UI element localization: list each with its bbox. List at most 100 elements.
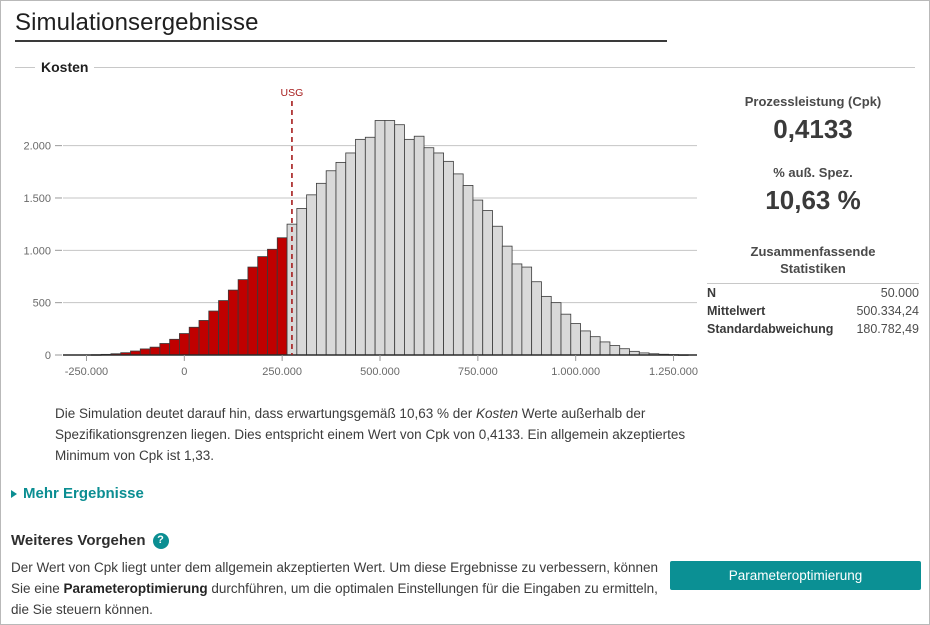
stat-value: 180.782,49 bbox=[856, 322, 919, 336]
histogram-bar bbox=[237, 279, 249, 356]
histogram-bar bbox=[423, 147, 435, 356]
histogram-bar bbox=[589, 336, 601, 356]
stat-value: 50.000 bbox=[880, 286, 919, 300]
histogram-bar bbox=[208, 310, 219, 356]
parameter-optimization-button[interactable]: Parameteroptimierung bbox=[670, 561, 921, 590]
histogram-bar bbox=[452, 173, 464, 356]
cpk-caption: Prozessleistung (Cpk) bbox=[744, 94, 882, 109]
out-of-spec-caption: % auß. Spez. bbox=[773, 165, 853, 180]
histogram-bar bbox=[599, 341, 611, 356]
chevron-right-icon bbox=[11, 489, 17, 498]
histogram-bar bbox=[149, 346, 161, 356]
next-steps-part2: durchführen, um die optimalen Einstellun… bbox=[11, 581, 658, 617]
histogram-bar bbox=[218, 300, 229, 356]
y-tick-label: 0 bbox=[45, 350, 51, 362]
more-results-label: Mehr Ergebnisse bbox=[23, 485, 144, 502]
summary-caption-line1: Zusammenfassende bbox=[750, 244, 876, 259]
y-tick-label: 1.500 bbox=[23, 193, 51, 205]
histogram-bar bbox=[384, 120, 396, 356]
x-tick-label: 1.250.000 bbox=[649, 366, 698, 378]
histogram-bar bbox=[511, 263, 523, 356]
histogram-bar bbox=[501, 245, 513, 356]
histogram-bar bbox=[335, 161, 347, 356]
stat-key: Standardabweichung bbox=[707, 322, 834, 336]
histogram-bar bbox=[619, 348, 630, 356]
histogram-bar bbox=[394, 124, 405, 356]
x-tick-label: 500.000 bbox=[360, 366, 400, 378]
histogram-bar bbox=[188, 326, 200, 356]
out-of-spec-value: 10,63 % bbox=[765, 185, 861, 215]
interpretation-emphasis: Kosten bbox=[476, 406, 519, 421]
statistics-panel: Prozessleistung (Cpk) 0,4133 % auß. Spez… bbox=[707, 93, 919, 338]
group-rule-left bbox=[15, 66, 35, 68]
histogram-bar bbox=[541, 295, 552, 356]
histogram-bar bbox=[325, 170, 337, 356]
histogram-bar bbox=[355, 138, 366, 356]
histogram-bar bbox=[296, 208, 308, 356]
histogram-bar bbox=[257, 256, 268, 356]
histogram-bar bbox=[521, 266, 533, 356]
histogram-bar bbox=[413, 135, 425, 356]
x-tick-label: 750.000 bbox=[458, 366, 498, 378]
next-steps-bold: Parameteroptimierung bbox=[63, 581, 208, 596]
help-icon[interactable]: ? bbox=[152, 532, 169, 549]
histogram-bar bbox=[345, 152, 356, 356]
histogram-chart[interactable]: 0 500 1.000 1.500 2.000 -250.000 0 250.000 500.0… bbox=[15, 85, 701, 397]
interpretation-part1: Die Simulation deutet darauf hin, dass e… bbox=[55, 406, 476, 421]
histogram-bar bbox=[267, 248, 278, 356]
histogram-bar bbox=[580, 330, 591, 356]
stat-value: 500.334,24 bbox=[856, 304, 919, 318]
cpk-value: 0,4133 bbox=[773, 114, 853, 144]
interpretation-part2: Werte außerhalb der Spezifikationsgrenze… bbox=[55, 406, 686, 463]
histogram-bar bbox=[560, 313, 572, 356]
page-title: Simulationsergebnisse bbox=[15, 9, 259, 36]
histogram-bar bbox=[276, 237, 288, 356]
y-tick-label: 1.000 bbox=[23, 245, 51, 257]
histogram-bar bbox=[179, 333, 190, 356]
interpretation-text: Die Simulation deutet darauf hin, dass e… bbox=[55, 403, 695, 466]
histogram-svg: 0 500 1.000 1.500 2.000 -250.000 0 250.000 500.0… bbox=[23, 87, 698, 378]
histogram-bar bbox=[609, 345, 621, 356]
y-tick-label: 2.000 bbox=[23, 141, 51, 153]
histogram-bar bbox=[570, 323, 581, 356]
x-tick-label: 250.000 bbox=[262, 366, 302, 378]
histogram-bar bbox=[159, 343, 171, 356]
table-row: Mittelwert 500.334,24 bbox=[707, 302, 919, 320]
group-header: Kosten bbox=[15, 58, 915, 76]
y-tick-label: 500 bbox=[33, 298, 51, 310]
histogram-bar bbox=[531, 281, 542, 356]
histogram-bar bbox=[550, 302, 562, 356]
histogram-bar bbox=[198, 320, 210, 356]
histogram-bar bbox=[316, 182, 327, 356]
group-rule-right bbox=[94, 66, 915, 68]
table-row: N 50.000 bbox=[707, 284, 919, 303]
histogram-bar bbox=[374, 120, 386, 356]
next-steps-part1: Der Wert von Cpk liegt unter dem allgeme… bbox=[11, 560, 659, 596]
x-tick-label: 0 bbox=[181, 366, 187, 378]
x-tick-label: 1.000.000 bbox=[551, 366, 600, 378]
histogram-bar bbox=[492, 225, 503, 356]
table-row: Standardabweichung 180.782,49 bbox=[707, 320, 919, 338]
histogram-bar bbox=[364, 136, 376, 356]
summary-caption-line2: Statistiken bbox=[780, 261, 846, 276]
histogram-bar bbox=[433, 152, 444, 356]
histogram-bar bbox=[404, 138, 415, 356]
histogram-bar bbox=[169, 338, 180, 356]
stat-key: Mittelwert bbox=[707, 304, 766, 318]
histogram-bar bbox=[443, 160, 454, 356]
histogram-bar bbox=[462, 185, 474, 356]
histogram-bar bbox=[247, 266, 259, 356]
x-tick-label: -250.000 bbox=[65, 366, 108, 378]
histogram-bar bbox=[482, 210, 493, 356]
next-steps-header: Weiteres Vorgehen ? bbox=[11, 532, 169, 549]
next-steps-body: Der Wert von Cpk liegt unter dem allgeme… bbox=[11, 557, 661, 620]
more-results-expander[interactable]: Mehr Ergebnisse bbox=[11, 485, 144, 502]
summary-statistics-table: N 50.000 Mittelwert 500.334,24 Standardabwei… bbox=[707, 283, 919, 338]
histogram-bar bbox=[306, 194, 317, 356]
histogram-bar bbox=[472, 199, 484, 356]
group-header-label: Kosten bbox=[41, 59, 89, 75]
page-title-container: Simulationsergebnisse bbox=[15, 9, 667, 42]
spec-limit-label: USG bbox=[281, 87, 304, 99]
stat-key: N bbox=[707, 286, 717, 300]
